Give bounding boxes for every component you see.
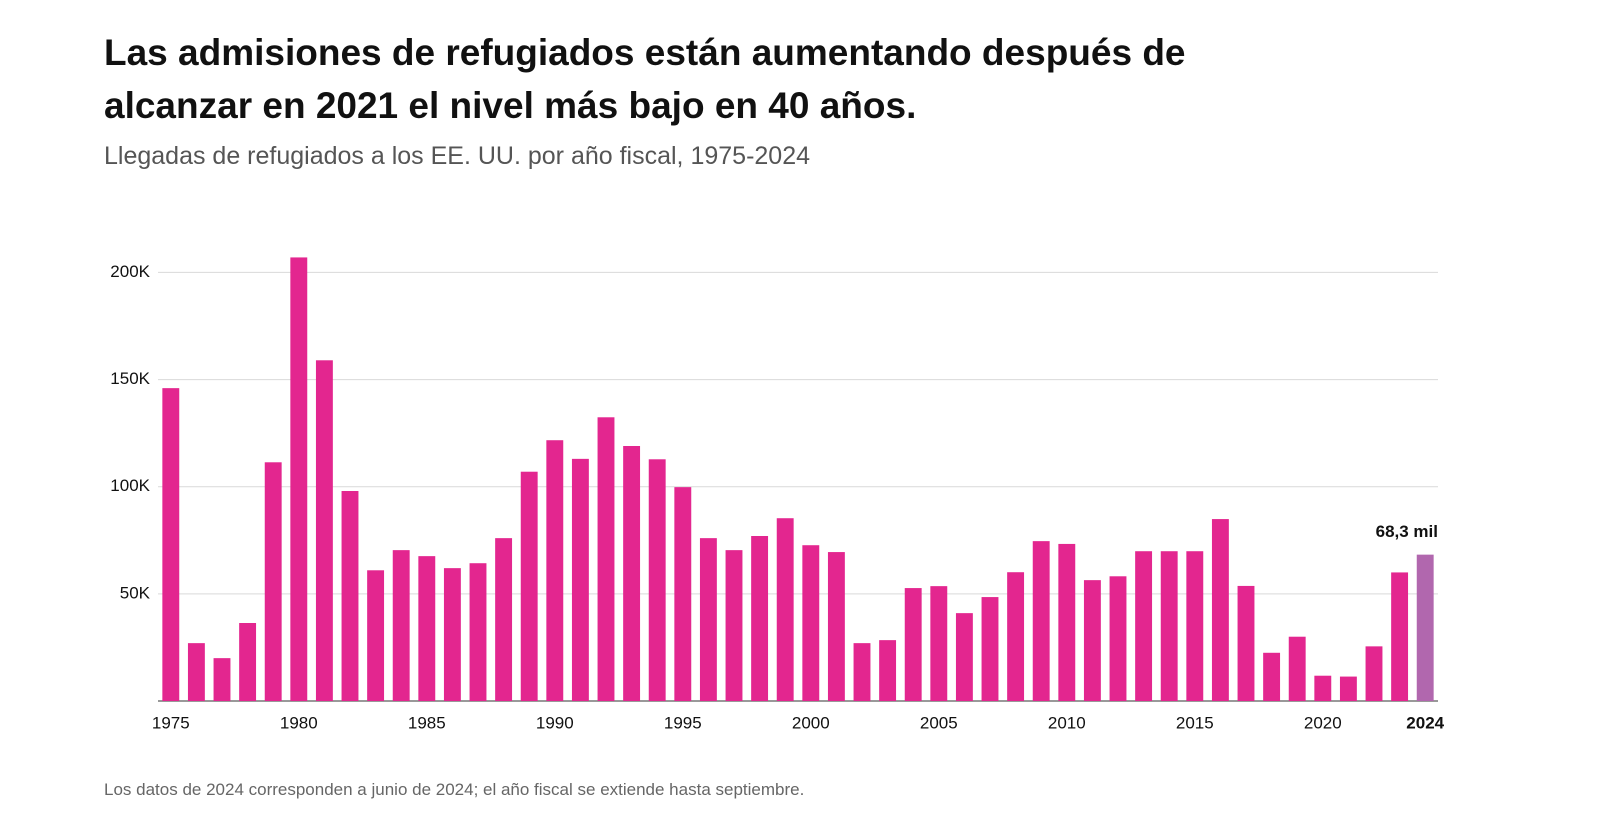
bar <box>392 550 410 701</box>
bar <box>1160 551 1178 701</box>
bar <box>597 417 615 701</box>
bar <box>495 538 513 701</box>
bar <box>1211 519 1229 701</box>
bar <box>1288 636 1306 701</box>
bar <box>930 586 948 701</box>
x-tick-label: 1990 <box>536 713 574 732</box>
bar <box>1032 541 1050 701</box>
bar <box>1007 572 1025 701</box>
bar <box>827 552 845 701</box>
x-tick-label: 1980 <box>280 713 318 732</box>
bar <box>879 640 897 701</box>
bar <box>290 257 308 701</box>
bar <box>520 471 538 701</box>
bar <box>1135 551 1153 701</box>
bar <box>341 491 359 701</box>
chart-title: Las admisiones de refugiados están aumen… <box>104 32 1186 126</box>
bar <box>955 613 973 701</box>
bar <box>725 550 743 701</box>
bar <box>213 658 231 701</box>
bar <box>981 597 999 701</box>
bar <box>674 487 692 701</box>
bar <box>187 643 205 701</box>
bar <box>367 570 385 701</box>
bar <box>623 446 641 701</box>
x-tick-label: 1985 <box>408 713 446 732</box>
y-tick-label: 50K <box>120 583 151 602</box>
footnote: Los datos de 2024 corresponden a junio d… <box>104 780 805 799</box>
bar <box>469 563 487 701</box>
x-tick-label: 2015 <box>1176 713 1214 732</box>
x-tick-label: 2010 <box>1048 713 1086 732</box>
bar <box>1083 580 1101 701</box>
bar <box>571 458 589 701</box>
bar <box>853 643 871 701</box>
chart-subtitle: Llegadas de refugiados a los EE. UU. por… <box>104 142 811 170</box>
y-tick-label: 100K <box>110 476 150 495</box>
bar <box>699 538 717 701</box>
bar <box>1058 543 1076 701</box>
x-tick-label: 2005 <box>920 713 958 732</box>
bar <box>443 568 461 701</box>
bar <box>239 623 257 701</box>
x-tick-label: 1975 <box>152 713 190 732</box>
x-tick-label: 1995 <box>664 713 702 732</box>
bar <box>802 545 820 701</box>
bar <box>1263 652 1281 701</box>
x-tick-label: 2024 <box>1406 713 1444 732</box>
x-tick-label: 2000 <box>792 713 830 732</box>
bar <box>546 440 564 701</box>
bar <box>1391 572 1409 701</box>
value-label: 68,3 mil <box>1376 522 1438 541</box>
bar <box>1365 646 1383 701</box>
bar <box>904 588 922 701</box>
bar <box>418 556 436 701</box>
bar <box>648 459 666 701</box>
x-tick-label: 2020 <box>1304 713 1342 732</box>
bar <box>751 536 769 701</box>
bar <box>1416 554 1434 701</box>
bar <box>1314 675 1332 701</box>
bar <box>264 462 282 701</box>
y-tick-label: 150K <box>110 369 150 388</box>
bar <box>1237 585 1255 701</box>
bar <box>776 518 794 701</box>
bar <box>315 360 333 701</box>
bar <box>1339 676 1357 701</box>
bar <box>162 388 180 701</box>
bar <box>1186 551 1204 701</box>
bar <box>1109 576 1127 701</box>
y-tick-label: 200K <box>110 262 150 281</box>
chart: 50K 100K 150K 200K 1975 1980 1985 1990 1995 2000 2… <box>110 257 1445 732</box>
